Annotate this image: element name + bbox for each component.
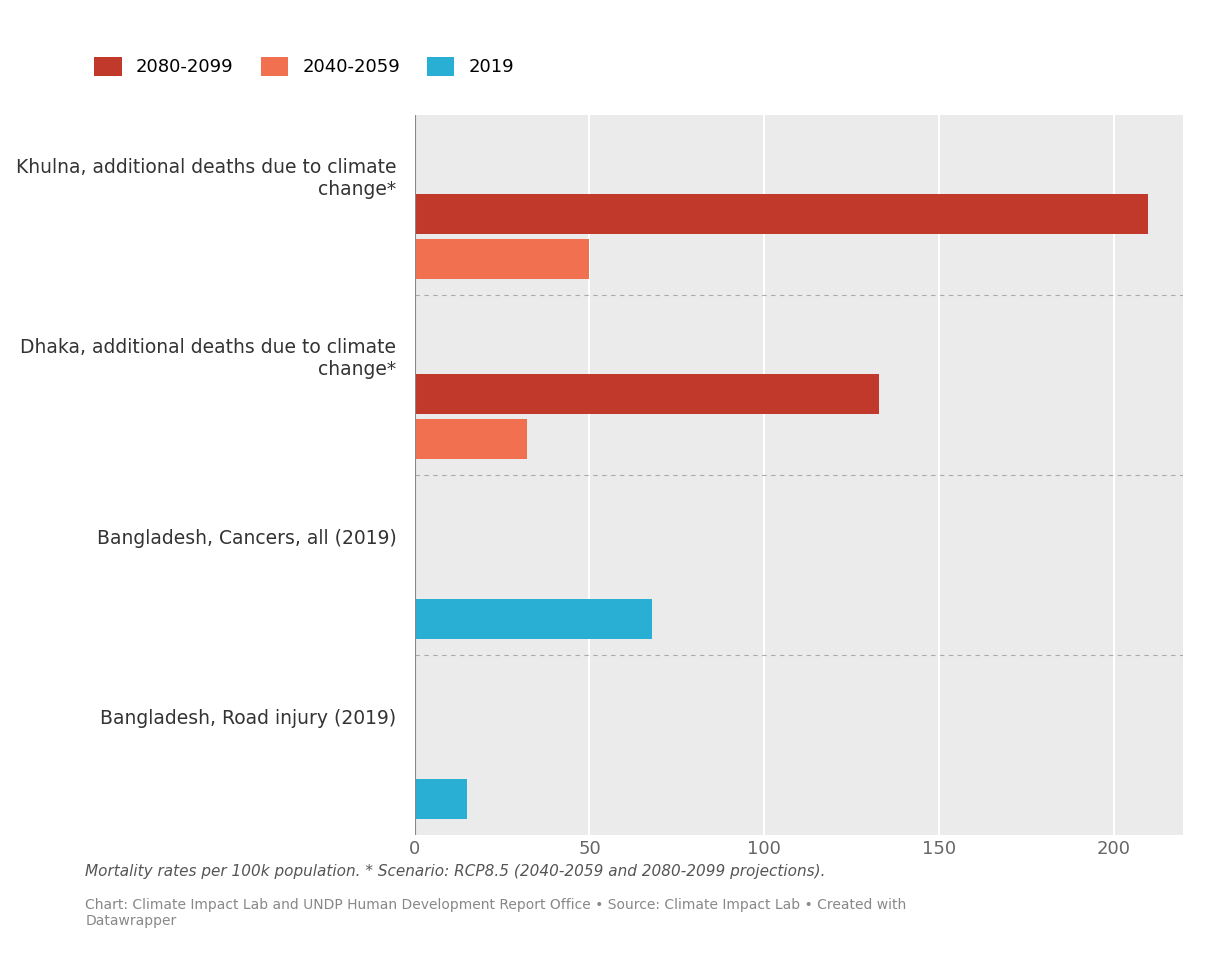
Bar xyxy=(415,420,527,459)
Text: Mortality rates per 100k population. * Scenario: RCP8.5 (2040-2059 and 2080-2099: Mortality rates per 100k population. * S… xyxy=(85,864,826,879)
Text: Dhaka, additional deaths due to climate
change*: Dhaka, additional deaths due to climate … xyxy=(21,338,396,378)
Bar xyxy=(415,239,589,279)
Bar xyxy=(415,780,467,819)
Bar xyxy=(415,194,1148,234)
Bar xyxy=(415,599,653,639)
Legend: 2080-2099, 2040-2059, 2019: 2080-2099, 2040-2059, 2019 xyxy=(94,57,514,77)
Bar xyxy=(415,374,880,414)
Text: Khulna, additional deaths due to climate
change*: Khulna, additional deaths due to climate… xyxy=(16,157,396,199)
Text: Bangladesh, Road injury (2019): Bangladesh, Road injury (2019) xyxy=(100,708,396,728)
Text: Bangladesh, Cancers, all (2019): Bangladesh, Cancers, all (2019) xyxy=(96,529,396,548)
Text: Chart: Climate Impact Lab and UNDP Human Development Report Office • Source: Cli: Chart: Climate Impact Lab and UNDP Human… xyxy=(85,898,906,927)
